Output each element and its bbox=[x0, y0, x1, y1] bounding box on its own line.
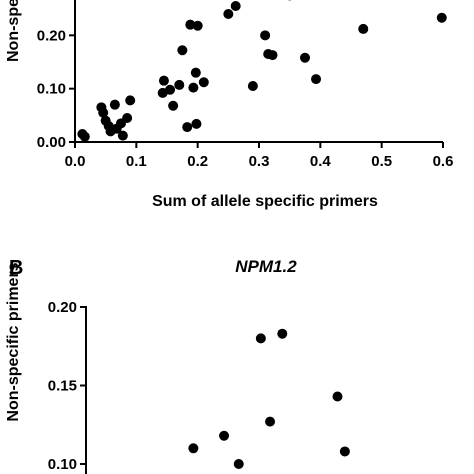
panel-b-data-point bbox=[339, 446, 350, 457]
panel-a-data-point bbox=[168, 100, 179, 111]
panel-a-x-tick-label: 0.5 bbox=[371, 153, 392, 170]
panel-a-y-tick-label: 0.00 bbox=[37, 134, 66, 151]
panel-a-data-point bbox=[358, 23, 369, 34]
panel-a-data-point bbox=[122, 113, 133, 123]
panel-a-data-point bbox=[223, 9, 234, 19]
panel-a-data-point bbox=[79, 131, 90, 142]
panel-a-x-tick-label: 0.3 bbox=[249, 153, 270, 170]
panel-a-data-point bbox=[165, 84, 176, 95]
panel-a-y-tick-label: 0.20 bbox=[37, 27, 66, 44]
panel-a-xlabel: Sum of allele specific primers bbox=[152, 193, 378, 210]
panel-a-y-ticks: 0.00 0.10 0.20 bbox=[37, 27, 75, 151]
panel-a-x-tick-label: 0.1 bbox=[126, 153, 147, 170]
panel-a-data-point bbox=[230, 1, 241, 11]
panel-a-data-point bbox=[188, 82, 199, 93]
panel-b-y-tick-label: 0.10 bbox=[48, 456, 77, 473]
panel-a-data-point bbox=[182, 122, 193, 133]
panel-b-points bbox=[188, 328, 350, 469]
panel-a-data-point bbox=[177, 45, 188, 56]
panel-a-data-point bbox=[247, 81, 258, 91]
panel-a-data-point bbox=[174, 79, 185, 90]
panel-a-x-tick-label: 0.2 bbox=[187, 153, 208, 170]
panel-a-data-point bbox=[436, 12, 447, 23]
panel-a-x-tick-label: 0.0 bbox=[65, 153, 86, 170]
panel-b-ylabel: Non-specific primers bbox=[5, 262, 22, 421]
panel-a-y-tick-label: 0.10 bbox=[37, 81, 66, 98]
panel-b-data-point bbox=[277, 328, 288, 339]
panel-b: B NPM1.2 Non-specific primers 0.100.150.… bbox=[5, 257, 350, 474]
panel-a-data-point bbox=[125, 95, 136, 106]
panel-a-data-point bbox=[109, 99, 120, 110]
panel-a: Non-spe 0.000.100.20 0.0 0.1 0.2 0.3 0.4 0.5 0… bbox=[5, 0, 453, 210]
panel-b-data-point bbox=[265, 416, 276, 427]
panel-a-data-point bbox=[117, 130, 128, 141]
panel-a-data-point bbox=[98, 107, 109, 118]
panel-b-y-tick-label: 0.20 bbox=[48, 299, 77, 316]
panel-b-data-point bbox=[188, 443, 199, 454]
panel-b-data-point bbox=[219, 430, 230, 441]
panel-a-data-point bbox=[191, 118, 202, 129]
panel-b-title: NPM1.2 bbox=[235, 257, 297, 276]
panel-a-x-ticks: 0.0 0.1 0.2 0.3 0.4 0.5 0.6 bbox=[65, 142, 454, 170]
panel-b-y-ticks: 0.10 0.15 0.20 bbox=[48, 299, 86, 473]
panel-b-letter: B bbox=[9, 257, 23, 279]
panel-a-points bbox=[77, 0, 447, 142]
panel-a-data-point bbox=[260, 30, 271, 41]
panel-b-data-point bbox=[233, 459, 244, 469]
panel-a-data-point bbox=[300, 52, 310, 63]
panel-a-data-point bbox=[192, 20, 203, 31]
panel-b-y-tick-label: 0.15 bbox=[48, 378, 77, 395]
panel-a-ylabel: Non-spe bbox=[5, 0, 22, 62]
panel-a-data-point bbox=[190, 67, 201, 78]
panel-a-data-point bbox=[158, 75, 169, 86]
panel-a-x-tick-label: 0.4 bbox=[310, 153, 332, 170]
panel-a-data-point bbox=[185, 19, 196, 30]
panel-b-data-point bbox=[255, 333, 266, 344]
panel-a-data-point bbox=[267, 50, 278, 61]
panel-a-x-tick-label: 0.6 bbox=[433, 153, 454, 170]
panel-a-data-point bbox=[311, 74, 322, 85]
panel-b-data-point bbox=[332, 391, 343, 402]
panel-a-data-point bbox=[198, 77, 209, 88]
